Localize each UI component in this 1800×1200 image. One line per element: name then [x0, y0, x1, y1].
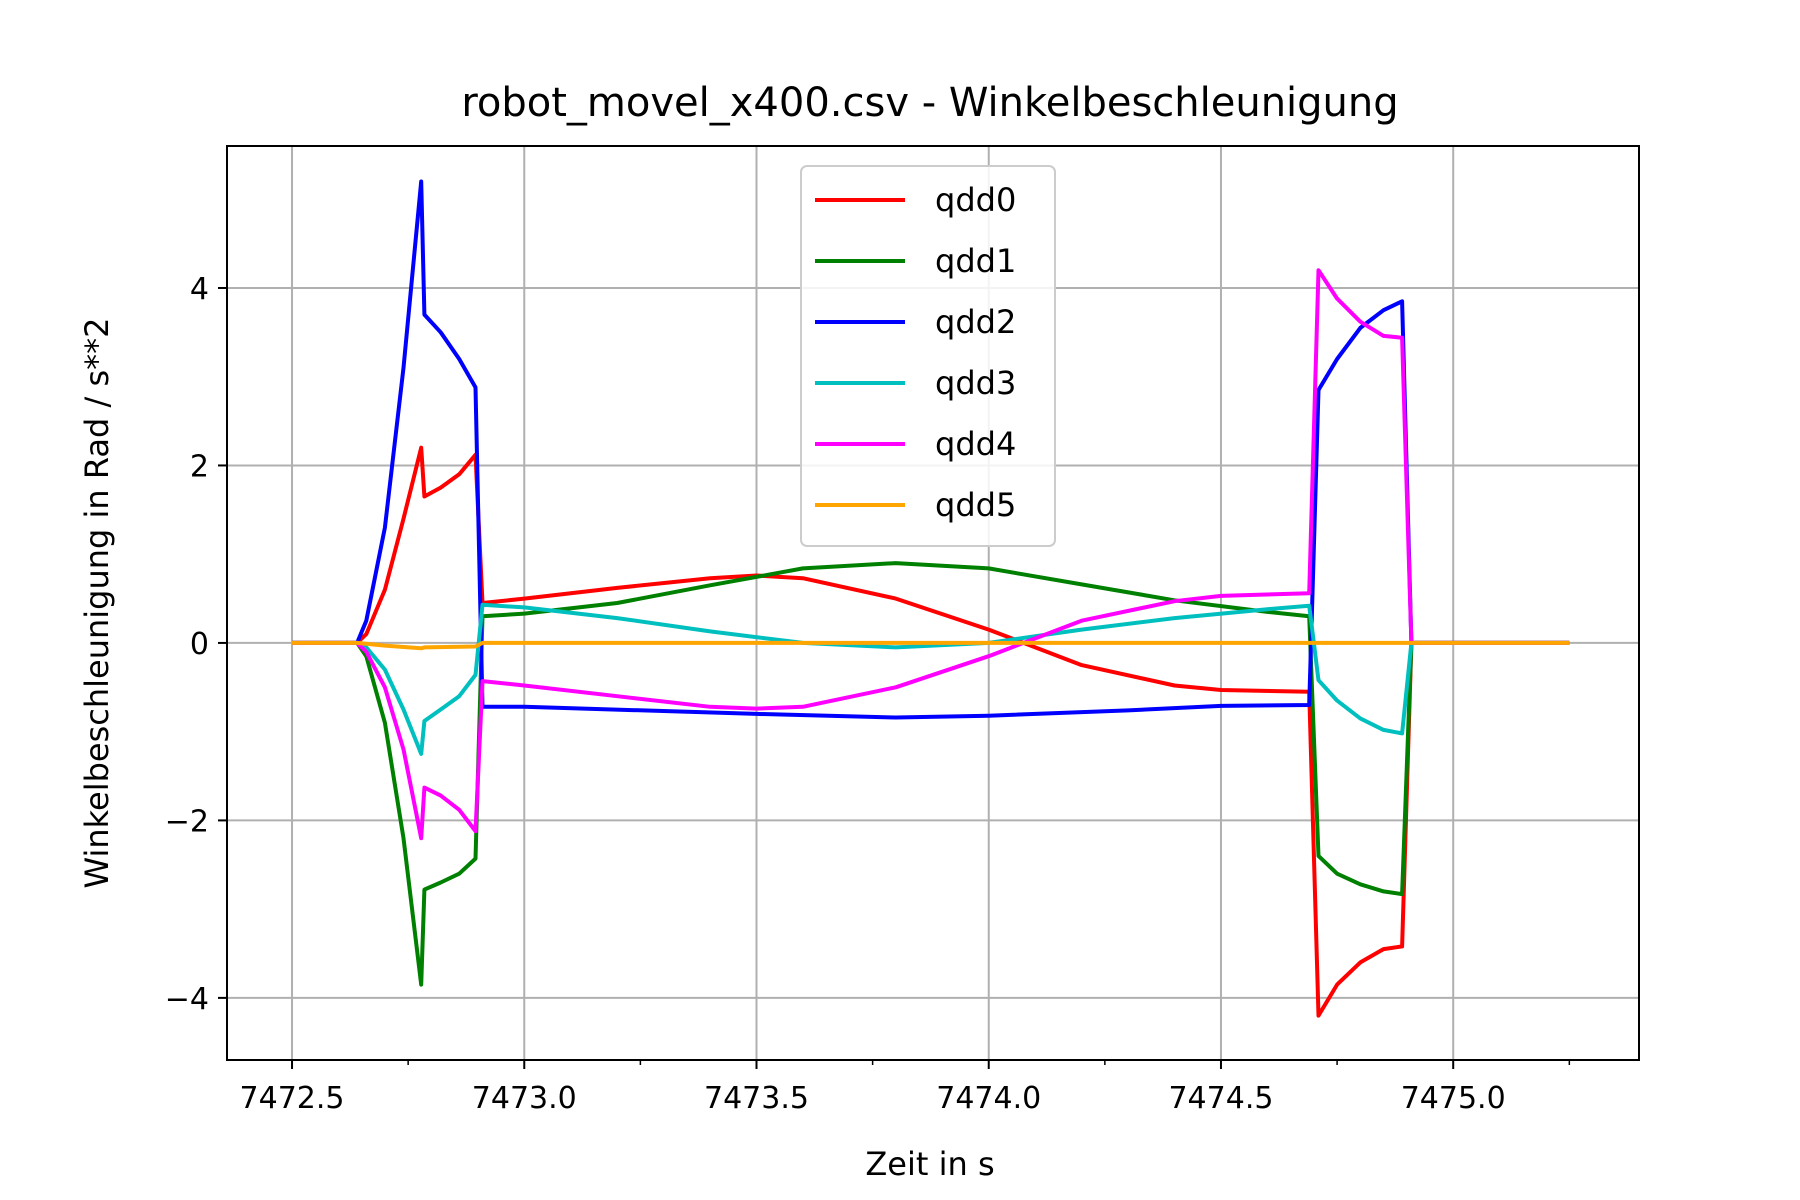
x-tick-label: 7473.0	[472, 1081, 577, 1116]
series-line-qdd5	[292, 640, 1570, 651]
y-tick-label: 2	[190, 449, 209, 484]
legend-label-qdd5: qdd5	[935, 486, 1016, 524]
chart-title: robot_movel_x400.csv - Winkelbeschleunig…	[461, 80, 1398, 126]
series-line-qdd2	[292, 179, 1570, 720]
y-axis-label: Winkelbeschleunigung in Rad / s**2	[78, 318, 116, 889]
x-tick-label: 7474.0	[936, 1081, 1041, 1116]
legend: qdd0 qdd1 qdd2 qdd3 qdd4 qdd5	[800, 165, 1056, 547]
x-tick-label: 7472.5	[240, 1081, 345, 1116]
plot-lines	[292, 179, 1570, 1018]
plot-frame	[226, 145, 1640, 1061]
legend-box	[800, 165, 1056, 547]
y-tick-label: 0	[190, 627, 209, 662]
y-tick-label: 4	[190, 272, 209, 307]
legend-label-qdd1: qdd1	[935, 242, 1016, 280]
x-tick-label: 7474.5	[1168, 1081, 1273, 1116]
x-axis-ticks: 7472.5 7473.0 7473.5 7474.0 7474.5 7475.0	[240, 1060, 1571, 1116]
legend-label-qdd0: qdd0	[935, 181, 1016, 219]
x-axis-label: Zeit in s	[865, 1145, 994, 1183]
y-tick-label: −4	[165, 982, 209, 1017]
legend-label-qdd4: qdd4	[935, 425, 1016, 463]
x-tick-label: 7473.5	[704, 1081, 809, 1116]
series-line-qdd1	[292, 561, 1570, 987]
legend-label-qdd3: qdd3	[935, 364, 1016, 402]
y-tick-label: −2	[165, 804, 209, 839]
series-line-qdd3	[292, 602, 1570, 756]
series-line-qdd4	[292, 268, 1570, 841]
legend-label-qdd2: qdd2	[935, 303, 1016, 341]
y-axis-ticks: −4 −2 0 2 4	[165, 272, 227, 1017]
x-tick-label: 7475.0	[1401, 1081, 1506, 1116]
